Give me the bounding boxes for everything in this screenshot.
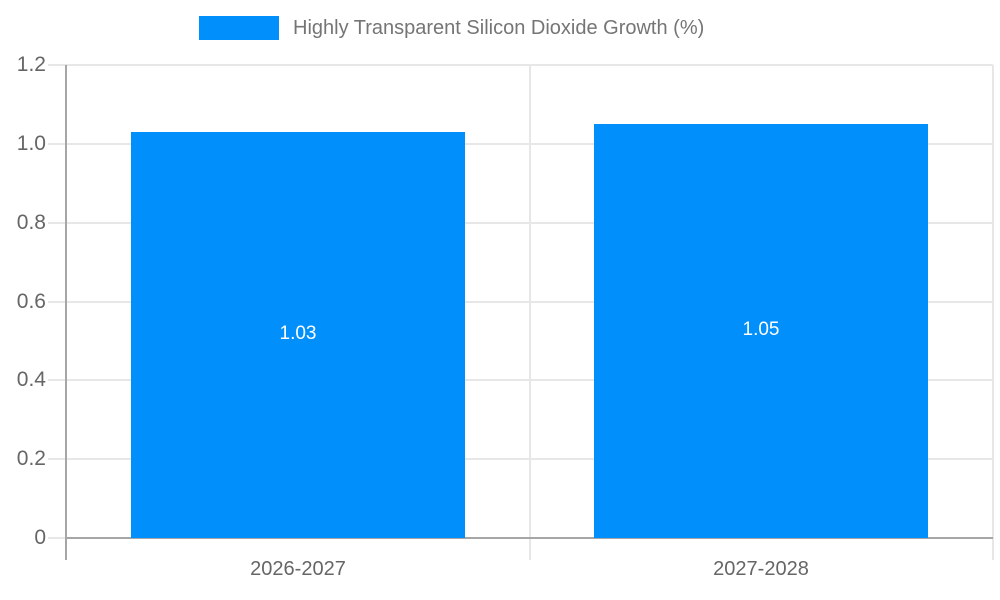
x-gridline <box>529 65 531 538</box>
x-axis-category-label: 2026-2027 <box>250 558 346 580</box>
x-axis-tick <box>529 538 531 560</box>
bar[interactable] <box>594 124 928 538</box>
y-axis-tick-label: 1.2 <box>16 53 46 76</box>
x-axis-line <box>66 537 993 539</box>
y-axis-tick <box>48 537 66 539</box>
y-axis-tick-label: 0.8 <box>16 211 46 234</box>
y-axis-tick-label: 0.4 <box>16 368 46 391</box>
bar-value-label: 1.05 <box>742 319 780 340</box>
x-axis-category-label: 2027-2028 <box>713 558 809 580</box>
y-axis-tick <box>48 379 66 381</box>
legend[interactable]: Highly Transparent Silicon Dioxide Growt… <box>199 16 704 40</box>
legend-label: Highly Transparent Silicon Dioxide Growt… <box>293 16 705 39</box>
y-axis-tick <box>48 143 66 145</box>
y-axis-tick-label: 0.2 <box>16 447 46 470</box>
y-axis-tick-label: 0 <box>34 526 46 549</box>
y-axis-tick <box>48 222 66 224</box>
y-axis-tick <box>48 301 66 303</box>
x-gridline <box>992 65 994 538</box>
y-axis-line <box>65 65 67 560</box>
y-axis-tick-label: 0.6 <box>16 290 46 313</box>
y-axis-tick <box>48 458 66 460</box>
bar-value-label: 1.03 <box>279 323 317 344</box>
x-axis-tick <box>992 538 994 560</box>
legend-swatch <box>199 16 279 40</box>
y-axis-tick <box>48 64 66 66</box>
bar[interactable] <box>131 132 465 538</box>
y-axis-tick-label: 1.0 <box>16 132 46 155</box>
